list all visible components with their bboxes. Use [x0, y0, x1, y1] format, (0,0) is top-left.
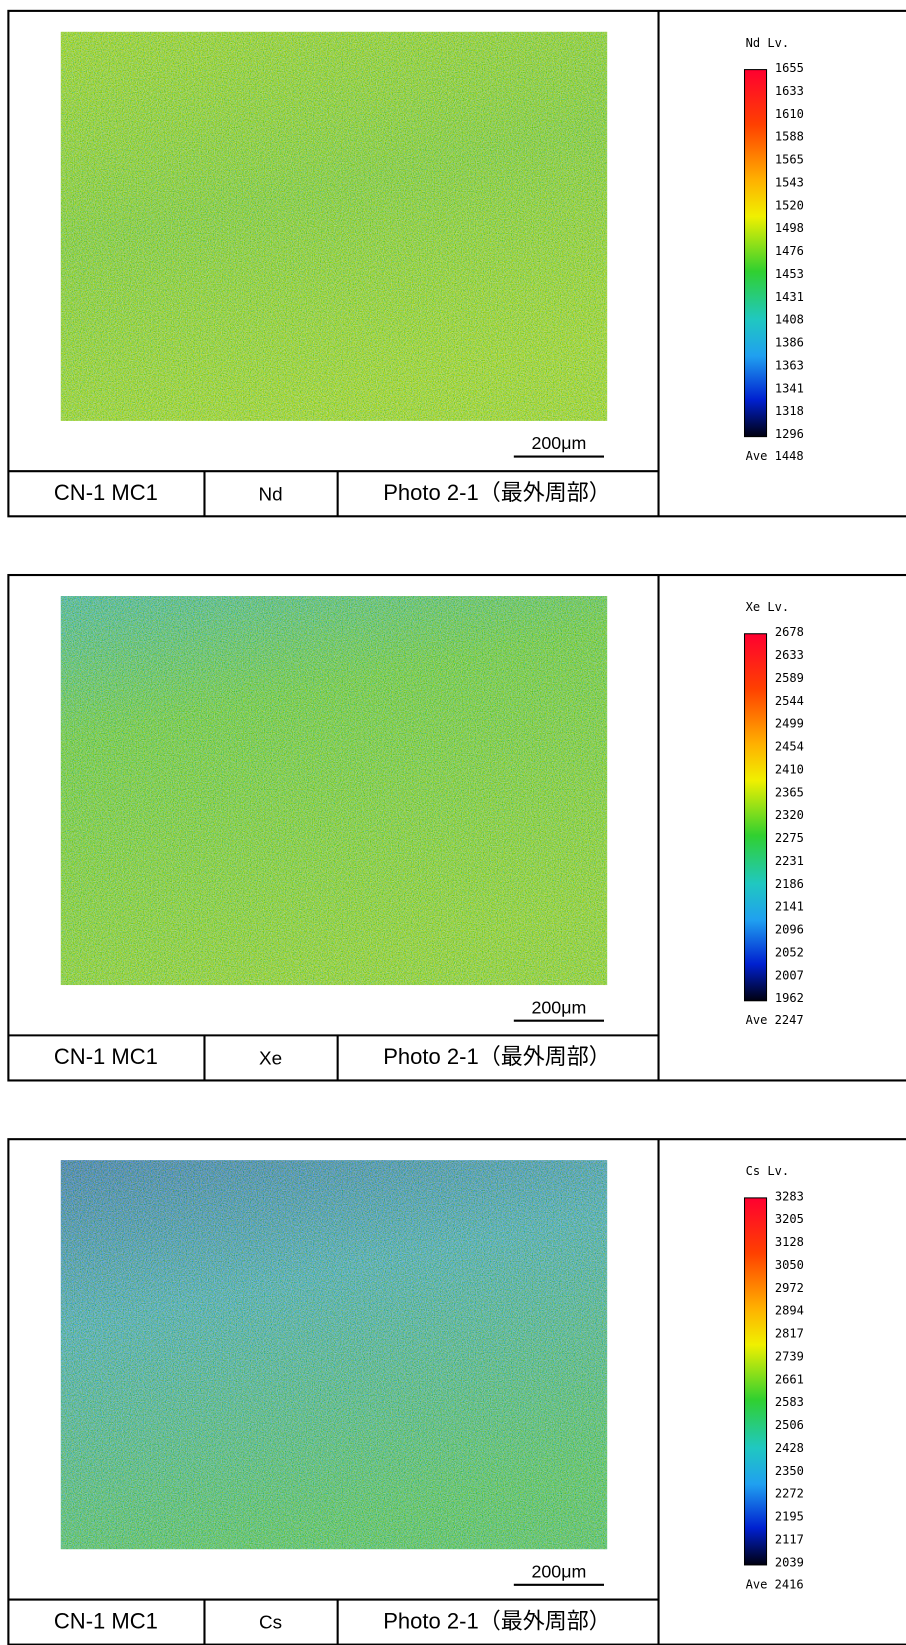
legend-level: 2195: [775, 1510, 804, 1524]
legend-level: 2275: [775, 831, 804, 845]
legend-level: 3050: [775, 1258, 804, 1272]
photo-label: Photo 2-1（最外周部）: [383, 1608, 611, 1633]
legend-level: 1431: [775, 290, 804, 304]
legend-level: 2499: [775, 717, 804, 731]
scale-bar-label: 200μm: [531, 433, 586, 453]
sample-label: CN-1 MC1: [54, 480, 158, 505]
legend-level: 2117: [775, 1532, 804, 1546]
panel-frame: [7, 9, 906, 518]
legend-level: 1565: [775, 153, 804, 167]
legend-level: 2096: [775, 923, 804, 937]
map-noise: [60, 1160, 608, 1550]
legend-level: 1408: [775, 313, 804, 327]
legend-title: Xe Lv.: [746, 600, 790, 614]
legend-level: 2894: [775, 1304, 804, 1318]
legend-level: 2972: [775, 1281, 804, 1295]
legend-level: 1655: [775, 61, 804, 75]
legend-level: 1476: [775, 244, 804, 258]
color-bar: [743, 1197, 768, 1566]
legend-level: 2661: [775, 1372, 804, 1386]
legend-level: 2817: [775, 1327, 804, 1341]
legend-level: 2272: [775, 1487, 804, 1501]
legend-level: 1588: [775, 130, 804, 144]
legend-level: 1498: [775, 221, 804, 235]
legend-level: 2678: [775, 625, 804, 639]
legend-level: 2007: [775, 968, 804, 982]
legend-level: 2410: [775, 762, 804, 776]
legend-level: 1386: [775, 336, 804, 350]
legend-level: 2583: [775, 1395, 804, 1409]
legend-level: 3283: [775, 1189, 804, 1203]
legend-level: 2365: [775, 785, 804, 799]
element-label: Nd: [258, 483, 282, 504]
legend-level: 2320: [775, 808, 804, 822]
legend-level: 1520: [775, 198, 804, 212]
map-noise: [60, 31, 608, 421]
element-label: Cs: [259, 1612, 282, 1633]
legend-level: 1318: [775, 404, 804, 418]
legend-level: 2350: [775, 1464, 804, 1478]
sample-label: CN-1 MC1: [54, 1608, 158, 1633]
legend-level: 1453: [775, 267, 804, 281]
legend-level: 2454: [775, 740, 804, 754]
panel-frame: [7, 573, 906, 1082]
color-bar: [743, 633, 768, 1002]
panel: 200μm CN-1 MC1 Nd Photo 2-1（最外周部） Nd Lv. 1655…: [7, 9, 906, 518]
legend-level: 2589: [775, 671, 804, 685]
legend-title: Nd Lv.: [746, 36, 790, 50]
color-bar: [743, 69, 768, 438]
legend-level: 2141: [775, 900, 804, 914]
legend-average: Ave 2247: [746, 1013, 804, 1027]
legend-level: 3205: [775, 1212, 804, 1226]
legend-level: 1296: [775, 427, 804, 441]
legend-level: 2544: [775, 694, 804, 708]
photo-label: Photo 2-1（最外周部）: [383, 1044, 611, 1069]
legend-level: 1610: [775, 107, 804, 121]
sample-label: CN-1 MC1: [54, 1044, 158, 1069]
legend-level: 2039: [775, 1555, 804, 1569]
legend-average: Ave 1448: [746, 449, 804, 463]
legend-level: 1543: [775, 175, 804, 189]
legend-title: Cs Lv.: [746, 1164, 790, 1178]
legend-average: Ave 2416: [746, 1577, 804, 1591]
scale-bar-label: 200μm: [531, 1562, 586, 1582]
map-noise: [60, 596, 608, 986]
legend-level: 1633: [775, 84, 804, 98]
legend-level: 1341: [775, 381, 804, 395]
panel: 200μm CN-1 MC1 Cs Photo 2-1（最外周部） Cs Lv. 3283…: [7, 1138, 906, 1645]
legend-level: 2231: [775, 854, 804, 868]
legend-level: 1962: [775, 991, 804, 1005]
legend-level: 2186: [775, 877, 804, 891]
photo-label: Photo 2-1（最外周部）: [383, 480, 611, 505]
scale-bar-label: 200μm: [531, 997, 586, 1017]
legend-level: 3128: [775, 1235, 804, 1249]
legend-level: 2052: [775, 945, 804, 959]
legend-level: 1363: [775, 358, 804, 372]
element-label: Xe: [259, 1047, 282, 1068]
legend-level: 2506: [775, 1418, 804, 1432]
legend-level: 2428: [775, 1441, 804, 1455]
legend-level: 2633: [775, 648, 804, 662]
legend-level: 2739: [775, 1349, 804, 1363]
panel: 200μm CN-1 MC1 Xe Photo 2-1（最外周部） Xe Lv. 2678…: [7, 573, 906, 1082]
